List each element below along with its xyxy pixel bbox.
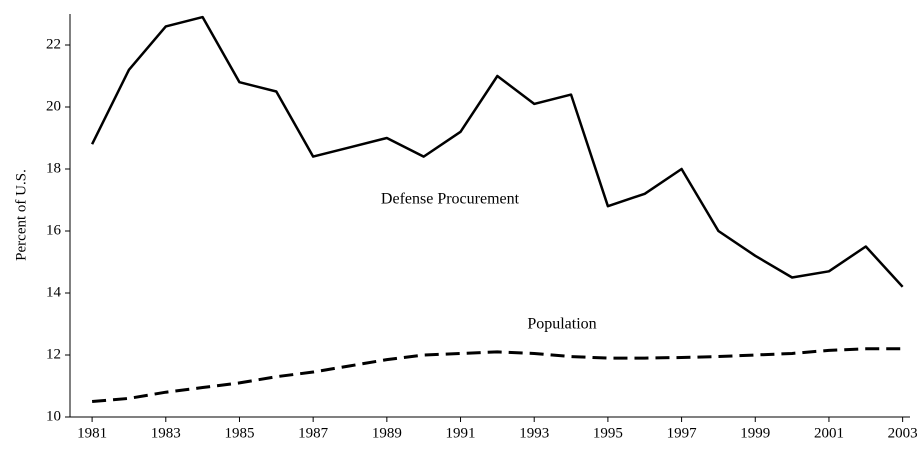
y-axis-label: Percent of U.S. xyxy=(13,169,29,261)
x-tick-label: 1995 xyxy=(593,425,623,441)
y-tick-label: 18 xyxy=(46,160,61,176)
series-label: Population xyxy=(527,316,596,333)
x-tick-label: 1987 xyxy=(298,425,329,441)
series-label: Defense Procurement xyxy=(381,191,520,208)
x-tick-label: 1999 xyxy=(740,425,770,441)
y-tick-label: 10 xyxy=(46,408,61,424)
x-tick-label: 1997 xyxy=(667,425,698,441)
x-tick-label: 2001 xyxy=(814,425,844,441)
series-line xyxy=(90,15,904,288)
y-tick-label: 20 xyxy=(46,98,61,114)
x-tick-label: 1981 xyxy=(77,425,107,441)
y-tick-label: 16 xyxy=(46,222,62,238)
series-line xyxy=(91,347,903,403)
x-tick-label: 1985 xyxy=(224,425,254,441)
x-tick-label: 2003 xyxy=(888,425,918,441)
x-tick-label: 1993 xyxy=(519,425,549,441)
x-tick-label: 1983 xyxy=(151,425,181,441)
x-tick-label: 1989 xyxy=(372,425,402,441)
y-tick-label: 14 xyxy=(46,284,62,300)
x-tick-label: 1991 xyxy=(446,425,476,441)
y-tick-label: 12 xyxy=(46,346,61,362)
y-tick-label: 22 xyxy=(46,36,61,52)
